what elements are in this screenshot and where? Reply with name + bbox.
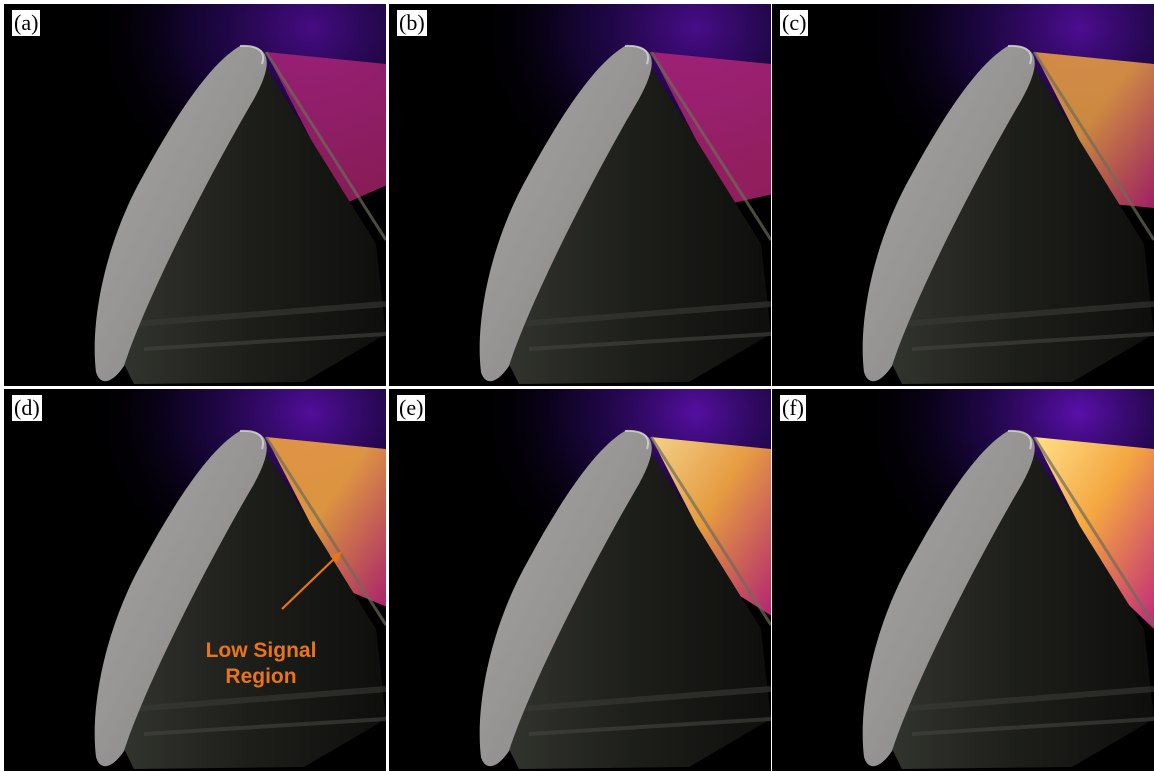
panel-f: (f) <box>772 389 1154 771</box>
capsule-image-b <box>389 4 771 386</box>
annotation-line-1: Low Signal <box>205 639 317 662</box>
panel-label-d: (d) <box>12 395 42 421</box>
capsule-image-c <box>772 4 1154 386</box>
capsule-image-e <box>389 389 771 771</box>
capsule-image-f <box>772 389 1154 771</box>
panel-a: (a) <box>4 4 386 386</box>
panel-label-f: (f) <box>780 395 806 421</box>
panel-label-b: (b) <box>397 10 427 36</box>
panel-d: (d) Low Signal Region <box>4 389 386 771</box>
panel-e: (e) <box>389 389 771 771</box>
panel-label-c: (c) <box>780 10 809 36</box>
panel-c: (c) <box>772 4 1154 386</box>
panel-label-e: (e) <box>397 395 426 421</box>
capsule-image-d <box>4 389 386 771</box>
low-signal-annotation: Low Signal Region <box>196 638 326 690</box>
panel-label-a: (a) <box>12 10 41 36</box>
capsule-image-a <box>4 4 386 386</box>
annotation-line-2: Region <box>225 665 297 688</box>
panel-b: (b) <box>389 4 771 386</box>
